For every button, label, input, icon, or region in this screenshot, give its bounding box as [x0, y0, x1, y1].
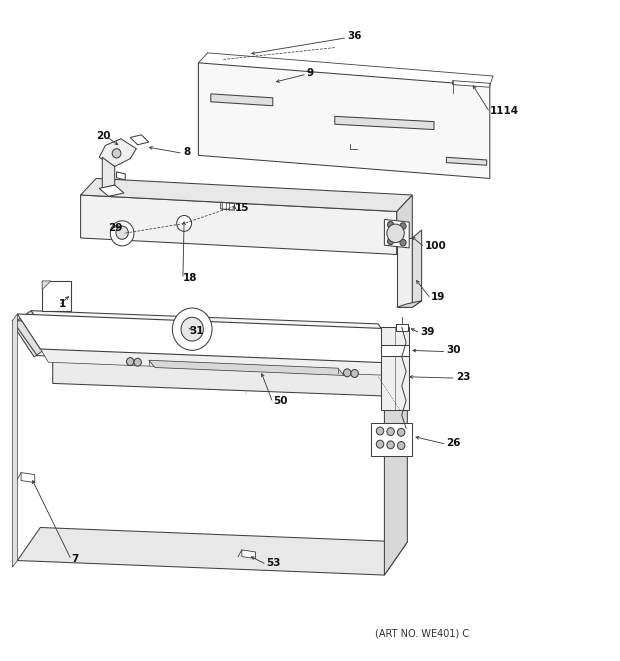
Polygon shape [81, 195, 397, 254]
Circle shape [134, 358, 141, 366]
Text: 20: 20 [96, 130, 110, 141]
Text: 9: 9 [307, 67, 314, 78]
Text: 100: 100 [425, 241, 446, 251]
Polygon shape [12, 314, 17, 567]
Polygon shape [130, 135, 149, 145]
Circle shape [177, 215, 192, 231]
Circle shape [116, 226, 128, 239]
Text: 36: 36 [347, 31, 361, 42]
Text: 19: 19 [431, 292, 445, 303]
Text: 1: 1 [59, 299, 66, 309]
Polygon shape [99, 185, 124, 196]
Polygon shape [12, 311, 53, 357]
Polygon shape [117, 172, 125, 180]
Polygon shape [397, 301, 422, 307]
Polygon shape [384, 329, 407, 575]
Text: eReplacementParts.com: eReplacementParts.com [216, 379, 404, 394]
Polygon shape [17, 314, 407, 364]
Polygon shape [42, 281, 51, 290]
Circle shape [112, 149, 121, 158]
Text: (ART NO. WE401) C: (ART NO. WE401) C [374, 628, 469, 639]
Circle shape [397, 442, 405, 449]
Text: 39: 39 [420, 327, 435, 337]
Polygon shape [396, 324, 408, 330]
Text: 29: 29 [108, 223, 123, 233]
Text: 15: 15 [234, 203, 249, 214]
Circle shape [376, 440, 384, 448]
Polygon shape [397, 238, 412, 307]
Polygon shape [446, 157, 487, 165]
Polygon shape [198, 63, 490, 178]
Circle shape [376, 427, 384, 435]
Text: 50: 50 [273, 396, 287, 407]
Text: 31: 31 [189, 325, 203, 336]
Polygon shape [242, 550, 255, 559]
Circle shape [388, 221, 394, 228]
Circle shape [343, 369, 351, 377]
Circle shape [387, 428, 394, 436]
Polygon shape [17, 527, 407, 575]
Polygon shape [99, 139, 136, 167]
Text: 8: 8 [183, 147, 190, 157]
Polygon shape [53, 344, 400, 397]
Polygon shape [397, 195, 412, 254]
Circle shape [172, 308, 212, 350]
Text: 53: 53 [267, 558, 281, 568]
Text: 1114: 1114 [490, 106, 519, 116]
Circle shape [400, 223, 406, 229]
Circle shape [387, 441, 394, 449]
Text: 18: 18 [183, 272, 197, 283]
Circle shape [126, 358, 134, 366]
Polygon shape [381, 345, 409, 356]
Polygon shape [42, 281, 71, 311]
Circle shape [181, 317, 203, 341]
Circle shape [397, 428, 405, 436]
Circle shape [388, 238, 394, 245]
Circle shape [387, 224, 404, 243]
Text: 30: 30 [446, 345, 461, 356]
Polygon shape [384, 219, 409, 248]
Text: 23: 23 [456, 371, 470, 382]
Text: 7: 7 [71, 553, 79, 564]
Circle shape [400, 239, 406, 246]
Polygon shape [149, 360, 344, 375]
Polygon shape [30, 330, 391, 375]
Polygon shape [412, 230, 422, 307]
Circle shape [351, 369, 358, 377]
Polygon shape [371, 423, 412, 456]
Polygon shape [335, 116, 434, 130]
Polygon shape [211, 94, 273, 106]
Polygon shape [102, 157, 115, 188]
Polygon shape [31, 311, 400, 357]
Polygon shape [381, 327, 409, 410]
Polygon shape [21, 473, 35, 483]
Polygon shape [81, 178, 412, 212]
Circle shape [110, 221, 134, 246]
Polygon shape [453, 81, 490, 87]
Polygon shape [221, 202, 234, 210]
Text: 26: 26 [446, 438, 461, 448]
